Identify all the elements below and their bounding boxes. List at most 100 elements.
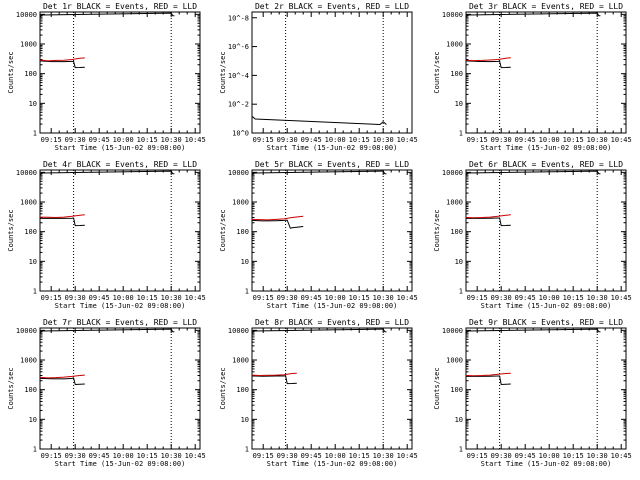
series-lld bbox=[465, 57, 511, 62]
series-events bbox=[251, 115, 387, 126]
x-tick-label: 10:45 bbox=[397, 294, 418, 302]
y-tick-label: 10 bbox=[29, 100, 37, 108]
x-tick-label: 10:00 bbox=[539, 136, 560, 144]
y-tick-label: 10^-6 bbox=[228, 43, 249, 51]
panel-title: Det 6r BLACK = Events, RED = LLD bbox=[469, 160, 623, 169]
y-tick-label: 10000 bbox=[16, 169, 37, 177]
y-tick-label: 1 bbox=[245, 288, 249, 296]
x-tick-label: 10:30 bbox=[161, 452, 182, 460]
panel-title: Det 4r BLACK = Events, RED = LLD bbox=[43, 160, 197, 169]
series-events bbox=[39, 60, 85, 69]
x-tick-label: 09:15 bbox=[467, 136, 488, 144]
x-axis-label: Start Time (15-Jun-02 09:08:00) bbox=[267, 460, 398, 468]
y-axis-label: Counts/sec bbox=[7, 51, 15, 93]
plot-frame bbox=[251, 327, 413, 450]
x-tick-label: 10:15 bbox=[137, 452, 158, 460]
x-tick-label: 10:30 bbox=[161, 136, 182, 144]
y-tick-label: 10^-2 bbox=[228, 101, 249, 109]
x-tick-label: 09:45 bbox=[301, 294, 322, 302]
x-tick-label: 10:15 bbox=[349, 452, 370, 460]
y-tick-label: 10 bbox=[29, 258, 37, 266]
panel-det-5: Det 5r BLACK = Events, RED = LLD 1 10 100 10… bbox=[219, 160, 418, 310]
x-tick-label: 10:00 bbox=[113, 452, 134, 460]
panel-title: Det 7r BLACK = Events, RED = LLD bbox=[43, 318, 197, 327]
x-tick-label: 09:45 bbox=[515, 136, 536, 144]
x-tick-label: 09:30 bbox=[65, 294, 86, 302]
y-tick-label: 1 bbox=[459, 446, 463, 454]
series-lld bbox=[39, 214, 85, 219]
series-lld bbox=[251, 215, 304, 221]
y-tick-label: 1000 bbox=[232, 357, 249, 365]
panel-title: Det 9r BLACK = Events, RED = LLD bbox=[469, 318, 623, 327]
x-tick-label: 10:45 bbox=[185, 136, 206, 144]
y-tick-label: 10000 bbox=[442, 169, 463, 177]
series-events-edge-upper bbox=[39, 170, 175, 176]
panel-det-8: Det 8r BLACK = Events, RED = LLD 1 10 100 10… bbox=[219, 318, 418, 468]
x-tick-label: 09:15 bbox=[467, 294, 488, 302]
series-events-edge-upper bbox=[465, 12, 601, 18]
series-lld bbox=[465, 214, 511, 219]
series-lld bbox=[39, 374, 85, 379]
y-tick-label: 10^-8 bbox=[228, 14, 249, 22]
y-axis-label: Counts/sec bbox=[219, 209, 227, 251]
x-tick-label: 09:15 bbox=[41, 452, 62, 460]
series-lld bbox=[39, 57, 85, 62]
x-tick-label: 10:45 bbox=[397, 136, 418, 144]
y-tick-label: 100 bbox=[24, 386, 37, 394]
x-tick-label: 10:45 bbox=[185, 452, 206, 460]
y-tick-label: 1000 bbox=[20, 357, 37, 365]
y-tick-label: 1 bbox=[459, 130, 463, 138]
plot-frame bbox=[39, 169, 201, 292]
series-events bbox=[466, 217, 511, 227]
y-tick-label: 1 bbox=[459, 288, 463, 296]
y-tick-label: 10^-4 bbox=[228, 72, 249, 80]
y-tick-label: 10 bbox=[29, 416, 37, 424]
x-tick-label: 09:15 bbox=[253, 452, 274, 460]
x-tick-label: 10:45 bbox=[611, 294, 632, 302]
x-tick-label: 09:15 bbox=[253, 294, 274, 302]
y-tick-label: 10 bbox=[455, 100, 463, 108]
y-tick-label: 1 bbox=[33, 288, 37, 296]
y-tick-label: 10000 bbox=[16, 327, 37, 335]
x-tick-label: 10:15 bbox=[349, 294, 370, 302]
series-events-edge-upper bbox=[39, 328, 175, 334]
panel-det-3: Det 3r BLACK = Events, RED = LLD 1 10 100 10… bbox=[433, 2, 632, 152]
y-axis-label: Counts/sec bbox=[219, 51, 227, 93]
y-tick-label: 1000 bbox=[20, 41, 37, 49]
y-tick-label: 10000 bbox=[228, 327, 249, 335]
x-tick-label: 09:30 bbox=[491, 294, 512, 302]
y-axis-label: Counts/sec bbox=[433, 51, 441, 93]
x-tick-label: 10:30 bbox=[161, 294, 182, 302]
y-tick-label: 10000 bbox=[16, 11, 37, 19]
x-axis-label: Start Time (15-Jun-02 09:08:00) bbox=[481, 144, 612, 152]
x-tick-label: 10:00 bbox=[325, 452, 346, 460]
y-tick-label: 100 bbox=[24, 228, 37, 236]
x-tick-label: 09:45 bbox=[515, 294, 536, 302]
x-axis-label: Start Time (15-Jun-02 09:08:00) bbox=[481, 302, 612, 310]
y-tick-label: 100 bbox=[450, 70, 463, 78]
x-tick-label: 10:45 bbox=[611, 136, 632, 144]
x-tick-label: 09:15 bbox=[41, 136, 62, 144]
x-tick-label: 09:45 bbox=[301, 136, 322, 144]
x-tick-label: 10:15 bbox=[563, 452, 584, 460]
panel-title: Det 2r BLACK = Events, RED = LLD bbox=[255, 2, 409, 11]
y-axis-label: Counts/sec bbox=[7, 209, 15, 251]
series-events-edge-upper bbox=[465, 328, 601, 334]
x-tick-label: 09:45 bbox=[89, 136, 110, 144]
y-tick-label: 100 bbox=[236, 228, 249, 236]
series-events bbox=[39, 377, 85, 386]
x-tick-label: 10:30 bbox=[587, 452, 608, 460]
series-events-edge-upper bbox=[251, 328, 387, 334]
y-tick-label: 1000 bbox=[446, 41, 463, 49]
y-tick-label: 1000 bbox=[446, 199, 463, 207]
y-tick-label: 10000 bbox=[228, 169, 249, 177]
x-tick-label: 09:30 bbox=[65, 452, 86, 460]
x-tick-label: 10:30 bbox=[373, 294, 394, 302]
y-tick-label: 100 bbox=[450, 228, 463, 236]
y-tick-label: 10^0 bbox=[232, 130, 249, 138]
x-tick-label: 09:15 bbox=[41, 294, 62, 302]
x-axis-label: Start Time (15-Jun-02 09:08:00) bbox=[55, 144, 186, 152]
y-tick-label: 10 bbox=[241, 416, 249, 424]
panel-title: Det 8r BLACK = Events, RED = LLD bbox=[255, 318, 409, 327]
